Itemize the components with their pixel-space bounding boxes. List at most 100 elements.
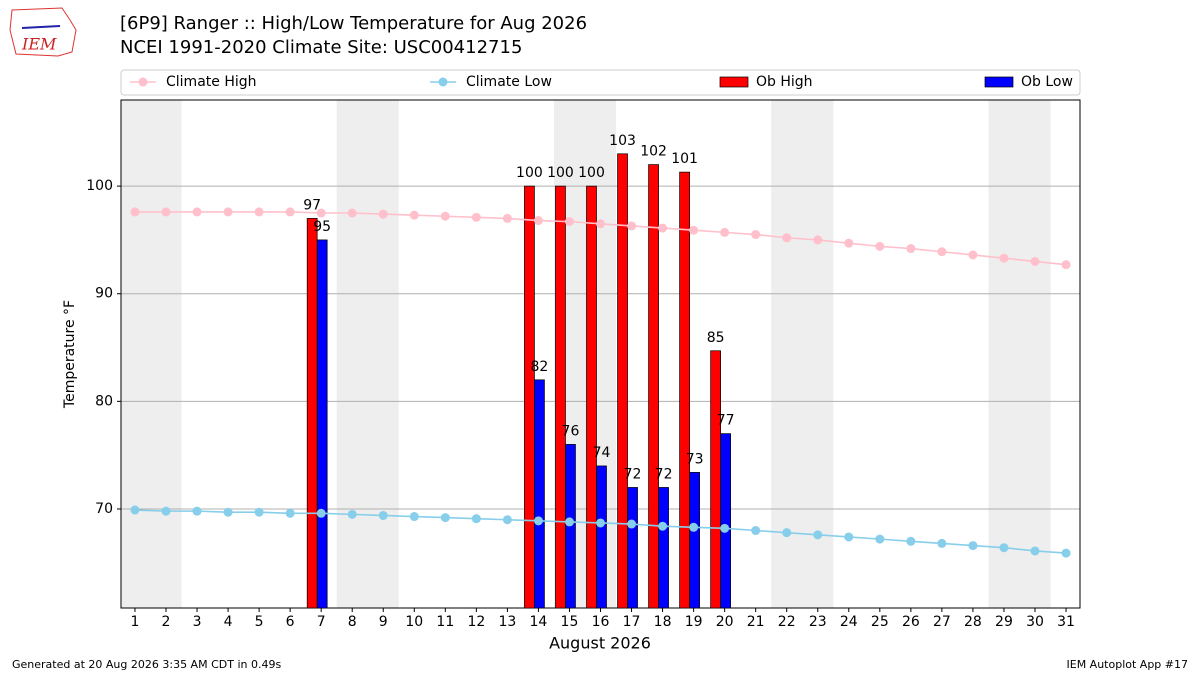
marker: [471, 212, 481, 222]
x-tick-label: 6: [286, 614, 295, 630]
legend-label: Climate High: [166, 74, 257, 90]
marker: [316, 208, 326, 218]
bar: [586, 185, 597, 609]
marker: [751, 526, 761, 536]
marker: [596, 219, 605, 229]
bar: [658, 487, 669, 609]
weekend-band: [771, 100, 834, 608]
x-tick-label: 31: [1057, 614, 1075, 630]
weekend-band: [336, 100, 399, 608]
x-tick-label: 30: [1026, 614, 1044, 630]
marker: [906, 244, 916, 254]
data-label: 100: [516, 165, 543, 181]
marker: [409, 512, 419, 522]
y-tick-label: 100: [86, 178, 113, 194]
marker: [285, 207, 295, 217]
legend-label: Climate Low: [466, 74, 552, 90]
y-tick-label: 90: [95, 286, 113, 302]
weekend-band: [988, 100, 1051, 608]
marker: [689, 225, 699, 235]
x-tick-label: 27: [933, 614, 951, 630]
marker: [844, 238, 854, 248]
marker: [906, 536, 916, 546]
bar: [679, 171, 690, 609]
marker: [533, 516, 543, 526]
marker: [223, 207, 233, 217]
x-tick-label: 10: [405, 614, 423, 630]
bar: [627, 487, 638, 609]
marker: [192, 506, 202, 516]
marker: [813, 235, 823, 245]
marker: [999, 543, 1009, 553]
data-label: 77: [717, 413, 735, 429]
marker: [999, 253, 1009, 263]
x-tick-label: 9: [379, 614, 388, 630]
marker: [161, 506, 171, 516]
marker: [813, 530, 823, 540]
footer-right: IEM Autoplot App #17: [1067, 658, 1189, 671]
data-label: 102: [640, 144, 667, 160]
x-tick-label: 18: [654, 614, 672, 630]
marker: [875, 534, 885, 544]
marker: [440, 211, 450, 221]
x-tick-label: 5: [255, 614, 264, 630]
marker: [533, 216, 543, 226]
x-tick-label: 22: [778, 614, 796, 630]
footer-left: Generated at 20 Aug 2026 3:35 AM CDT in …: [12, 658, 281, 671]
marker: [782, 233, 792, 243]
marker: [440, 513, 450, 523]
marker: [968, 541, 978, 551]
data-label: 100: [578, 165, 605, 181]
bar: [555, 185, 566, 609]
marker: [347, 509, 357, 519]
data-label: 95: [313, 219, 331, 235]
x-tick-label: 21: [747, 614, 765, 630]
legend-box: [120, 69, 1081, 96]
bar: [710, 350, 721, 609]
legend-marker: [438, 77, 448, 87]
data-label: 97: [303, 197, 321, 213]
chart-subtitle: NCEI 1991-2020 Climate Site: USC00412715: [120, 37, 522, 58]
x-tick-label: 2: [162, 614, 171, 630]
bar: [534, 379, 545, 609]
marker: [502, 213, 512, 223]
legend-marker: [138, 77, 148, 87]
marker: [223, 507, 233, 517]
marker: [658, 223, 668, 233]
data-label: 73: [686, 451, 704, 467]
marker: [192, 207, 202, 217]
x-tick-label: 19: [685, 614, 703, 630]
marker: [161, 207, 171, 217]
bar: [306, 218, 318, 609]
data-label: 74: [593, 445, 611, 461]
data-label: 101: [671, 151, 698, 167]
x-tick-label: 8: [348, 614, 357, 630]
marker: [875, 241, 885, 251]
x-axis-label: August 2026: [549, 634, 651, 653]
marker: [1061, 548, 1071, 558]
marker: [720, 523, 730, 533]
bar: [617, 153, 628, 609]
x-tick-label: 17: [623, 614, 641, 630]
y-axis-label: Temperature °F: [62, 300, 78, 409]
marker: [254, 207, 264, 217]
data-label: 100: [547, 165, 574, 181]
marker: [409, 210, 419, 220]
marker: [564, 217, 574, 227]
marker: [378, 209, 388, 219]
data-label: 85: [707, 330, 725, 346]
marker: [564, 517, 574, 527]
marker: [471, 514, 481, 524]
marker: [378, 510, 388, 520]
data-label: 72: [624, 466, 642, 482]
marker: [627, 519, 637, 529]
x-tick-label: 29: [995, 614, 1013, 630]
x-tick-label: 1: [131, 614, 140, 630]
marker: [689, 522, 699, 532]
logo-line: [21, 25, 61, 29]
marker: [751, 230, 761, 240]
x-tick-label: 14: [530, 614, 548, 630]
x-tick-label: 16: [592, 614, 610, 630]
marker: [658, 521, 668, 531]
